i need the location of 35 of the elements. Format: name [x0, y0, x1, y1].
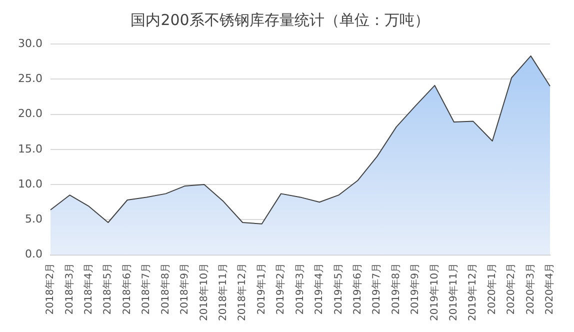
- x-tick-label: 2018年6月: [120, 262, 133, 315]
- x-tick-label: 2019年4月: [313, 262, 326, 315]
- x-tick-label: 2018年12月: [236, 262, 248, 322]
- y-tick-label: 0.0: [24, 248, 42, 261]
- x-tick-label: 2018年4月: [82, 262, 95, 315]
- x-tick-label: 2019年9月: [409, 262, 422, 315]
- x-tick-label: 2019年2月: [274, 262, 287, 315]
- y-tick-label: 10.0: [18, 177, 42, 190]
- x-tick-label: 2020年1月: [486, 262, 498, 315]
- y-tick-label: 30.0: [18, 36, 42, 50]
- x-tick-label: 2018年2月: [44, 262, 56, 315]
- x-tick-label: 2018年3月: [63, 262, 76, 315]
- x-tick-label: 2019年10月: [428, 262, 440, 322]
- x-tick-label: 2020年2月: [505, 262, 518, 315]
- x-tick-label: 2018年5月: [102, 262, 114, 315]
- y-tick-label: 5.0: [24, 212, 42, 226]
- y-tick-label: 25.0: [18, 72, 42, 85]
- x-tick-label: 2019年1月: [255, 262, 268, 315]
- x-tick-label: 2020年3月: [524, 262, 536, 315]
- x-tick-label: 2019年11月: [448, 262, 460, 322]
- x-tick-label: 2018年7月: [140, 262, 152, 315]
- x-tick-label: 2018年11月: [216, 262, 229, 322]
- y-tick-label: 20.0: [18, 107, 42, 120]
- x-tick-label: 2019年12月: [466, 262, 479, 322]
- x-tick-label: 2019年3月: [294, 262, 306, 315]
- x-tick-label: 2020年4月: [544, 262, 556, 315]
- y-tick-label: 15.0: [18, 142, 42, 156]
- x-tick-label: 2019年5月: [332, 262, 344, 315]
- x-tick-label: 2018年9月: [178, 262, 191, 315]
- x-tick-label: 2019年7月: [370, 262, 383, 315]
- x-tick-label: 2018年10月: [198, 262, 210, 322]
- x-tick-label: 2019年8月: [390, 262, 402, 315]
- chart-title: 国内200系不锈钢库存量统计（单位：万吨）: [130, 10, 430, 29]
- x-tick-label: 2018年8月: [159, 262, 172, 315]
- x-tick-label: 2019年6月: [351, 262, 364, 315]
